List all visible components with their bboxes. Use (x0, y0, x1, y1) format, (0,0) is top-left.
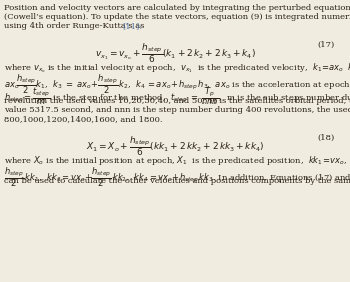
Text: revolution the used values 10,20,30,40, and 50, Tₚ is the satellites orbital per: revolution the used values 10,20,30,40, … (4, 97, 350, 105)
Text: value 5317.5 second, and nnn is the step number during 400 revolutions, the used: value 5317.5 second, and nnn is the step… (4, 106, 350, 114)
Text: (18): (18) (318, 134, 335, 142)
Text: (17): (17) (318, 41, 335, 49)
Text: where $X_o$ is the initial position at epoch, $X_1$  is the predicated position,: where $X_o$ is the initial position at e… (4, 154, 350, 167)
Text: (Cowell’s equation). To update the state vectors, equation (9) is integrated num: (Cowell’s equation). To update the state… (4, 13, 350, 21)
Text: using 4th order Runge-Kutta’s as: using 4th order Runge-Kutta’s as (4, 22, 147, 30)
Text: Position and velocity vectors are calculated by integrating the perturbed equati: Position and velocity vectors are calcul… (4, 4, 350, 12)
Text: $\dfrac{h_{step}}{2}\,kk_1$,  $kk_3 = vx_o\!+\!\dfrac{h_{step}}{2}\,kk_2$,  $kk_: $\dfrac{h_{step}}{2}\,kk_1$, $kk_3 = vx_… (4, 165, 350, 188)
Text: 800,1000,1200,1400,1600, and 1800.: 800,1000,1200,1400,1600, and 1800. (4, 115, 162, 123)
Text: [11]:: [11]: (122, 22, 142, 30)
Text: $v_{x_1} = v_{x_o} + \dfrac{h_{step}}{6}\left(k_1 + 2\,k_2 + 2\,k_3 + k_4\right): $v_{x_1} = v_{x_o} + \dfrac{h_{step}}{6}… (94, 41, 256, 65)
Text: $X_1 = X_o + \dfrac{h_{step}}{6}\left(kk_1 + 2\,kk_2 + 2\,kk_3 + kk_4\right)$: $X_1 = X_o + \dfrac{h_{step}}{6}\left(kk… (86, 134, 264, 158)
Text: where $v_{x_o}$ is the initial velocity at epoch,  $v_{x_1}$  is the predicated : where $v_{x_o}$ is the initial velocity … (4, 61, 350, 74)
Text: $ax_o\!\dfrac{h_{step}}{2}k_1$,  $k_3\; =\; ax_o\!+\!\dfrac{h_{step}}{2}\,k_2$, : $ax_o\!\dfrac{h_{step}}{2}k_1$, $k_3\; =… (4, 72, 350, 96)
Text: can be used to calculate the other velocities and positions components by the sa: can be used to calculate the other veloc… (4, 177, 350, 185)
Text: $h_{step} = \dfrac{t_{step}}{m}$ is the step for the method,  $t_{step}\;=\;\dfr: $h_{step} = \dfrac{t_{step}}{m}$ is the … (4, 85, 350, 107)
